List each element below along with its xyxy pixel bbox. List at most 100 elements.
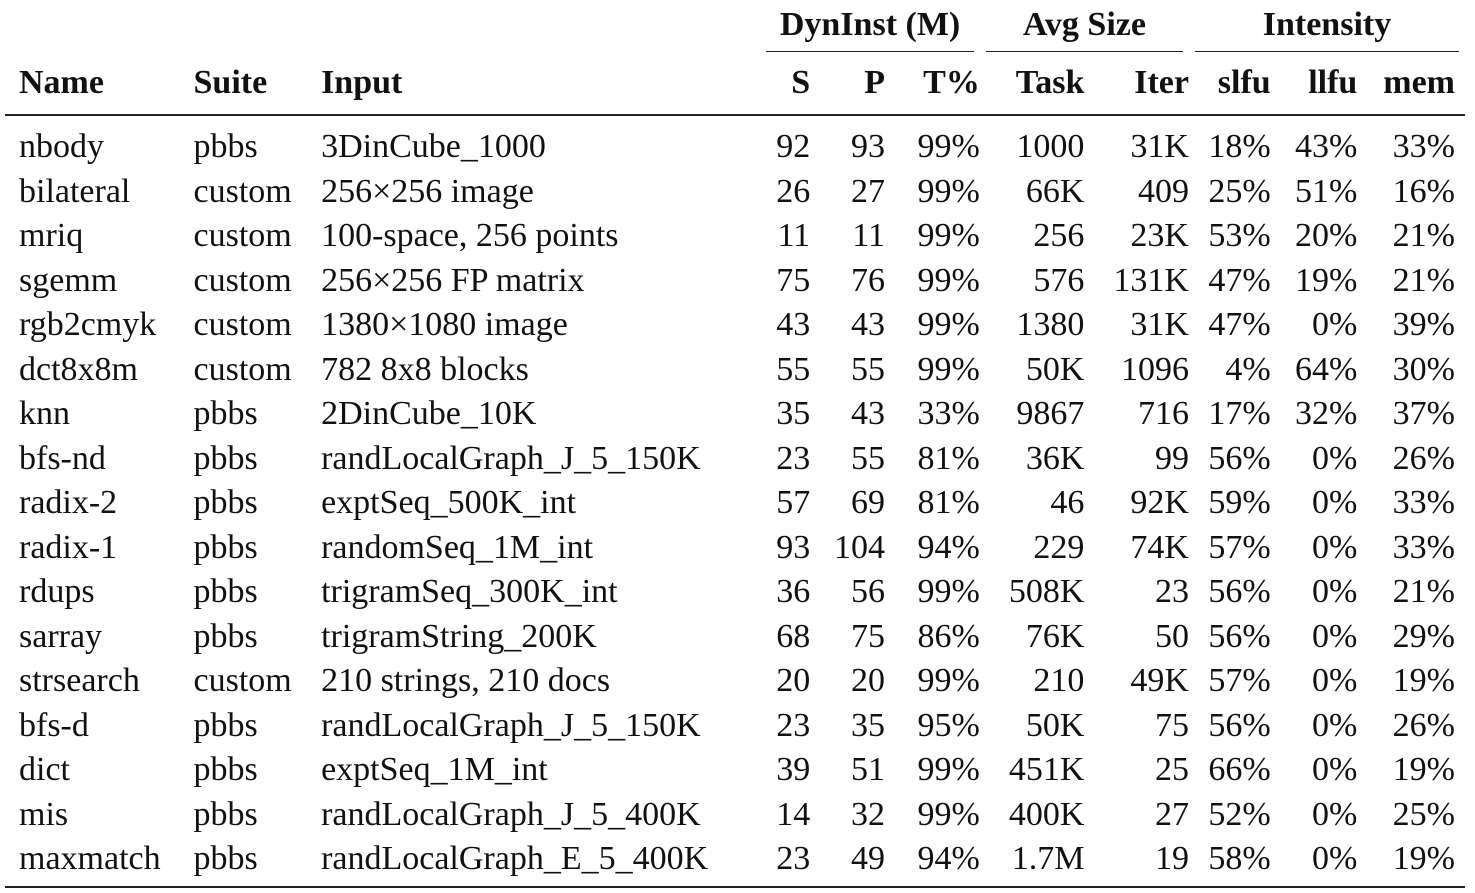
cell-p: 35 xyxy=(851,706,886,744)
cell-t-pct: 99% xyxy=(917,662,980,699)
cell-suite: pbbs xyxy=(193,484,258,521)
table-row: bilateral custom 256×256 image 26 27 99% 66K 40… xyxy=(5,170,1465,215)
cell-mem: 21% xyxy=(1392,217,1455,254)
cell-llfu: 0% xyxy=(1311,528,1358,566)
cell-name: mis xyxy=(19,795,69,833)
cell-s: 26 xyxy=(776,172,811,210)
cell-mem: 33% xyxy=(1392,128,1455,165)
cell-task: 50K xyxy=(1025,706,1085,744)
cell-input: 210 strings, 210 docs xyxy=(321,662,611,699)
benchmark-table: DynInst (M) Avg Size Intensity Name Suit… xyxy=(5,2,1465,888)
cell-s: 92 xyxy=(776,128,811,165)
cell-suite: pbbs xyxy=(193,617,258,655)
table-row: rgb2cmyk custom 1380×1080 image 43 43 99% 1380… xyxy=(5,303,1465,348)
cell-task: 1.7M xyxy=(979,837,1085,888)
cell-t-pct: 99% xyxy=(917,573,980,610)
cell-input: 256×256 FP matrix xyxy=(321,261,585,299)
cell-suite: custom xyxy=(193,261,292,299)
cell-suite: pbbs xyxy=(193,795,258,833)
table-row: radix-1 pbbs randomSeq_1M_int 93 104 94% 229 74… xyxy=(5,526,1465,571)
cell-t-pct: 99% xyxy=(917,172,980,210)
cell-name: strsearch xyxy=(19,662,140,699)
cell-s: 68 xyxy=(776,617,811,655)
cell-p: 56 xyxy=(851,573,886,610)
cell-name: radix-2 xyxy=(19,484,118,521)
column-header-s: S xyxy=(760,52,811,116)
cell-t-pct: 99% xyxy=(917,350,980,388)
cell-slfu: 56% xyxy=(1208,439,1271,477)
table-row: radix-2 pbbs exptSeq_500K_int 57 69 81% 46 92K 5… xyxy=(5,481,1465,526)
cell-slfu: 47% xyxy=(1208,306,1271,343)
cell-suite: pbbs xyxy=(193,751,258,788)
cell-llfu: 0% xyxy=(1270,837,1358,888)
cell-name: rgb2cmyk xyxy=(19,306,157,343)
column-header-row: Name Suite Input S P T% Task Iter slfu l… xyxy=(5,52,1465,116)
cell-p: 20 xyxy=(851,662,886,699)
cell-t-pct: 81% xyxy=(917,439,980,477)
cell-t-pct: 33% xyxy=(917,395,980,432)
cell-llfu: 32% xyxy=(1294,395,1358,432)
cell-p: 76 xyxy=(851,261,886,299)
cell-input: exptSeq_500K_int xyxy=(321,484,577,521)
cell-task: 210 xyxy=(1033,662,1085,699)
cell-p: 55 xyxy=(851,439,886,477)
cell-mem: 39% xyxy=(1392,306,1455,343)
group-header-avg-size: Avg Size xyxy=(980,2,1189,52)
column-header-task: Task xyxy=(979,52,1085,116)
cell-name: maxmatch xyxy=(5,837,194,888)
cell-slfu: 66% xyxy=(1208,751,1271,788)
column-header-mem: mem xyxy=(1357,52,1465,116)
cell-t-pct: 86% xyxy=(917,617,980,655)
column-header-suite: Suite xyxy=(193,52,322,116)
cell-task: 508K xyxy=(1008,573,1085,610)
table-row: sarray pbbs trigramString_200K 68 75 86% 76K 50… xyxy=(5,615,1465,660)
cell-input: 100-space, 256 points xyxy=(321,217,619,254)
cell-iter: 50 xyxy=(1154,617,1189,655)
table-row: rdups pbbs trigramSeq_300K_int 36 56 99% 508K 2… xyxy=(5,570,1465,615)
cell-p: 49 xyxy=(810,837,886,888)
cell-mem: 21% xyxy=(1392,261,1455,299)
cell-suite: custom xyxy=(193,172,292,210)
cell-task: 36K xyxy=(1025,439,1085,477)
cell-p: 55 xyxy=(851,350,886,388)
cell-input: randLocalGraph_J_5_400K xyxy=(321,795,701,833)
cell-mem: 29% xyxy=(1392,617,1455,655)
cell-llfu: 64% xyxy=(1294,350,1358,388)
cell-suite: pbbs xyxy=(193,837,322,888)
cell-llfu: 19% xyxy=(1294,261,1358,299)
column-header-input: Input xyxy=(321,52,761,116)
cell-llfu: 0% xyxy=(1311,662,1358,699)
cell-suite: custom xyxy=(193,662,292,699)
group-header-row: DynInst (M) Avg Size Intensity xyxy=(5,2,1465,52)
cell-iter: 31K xyxy=(1130,128,1189,165)
cell-mem: 16% xyxy=(1392,172,1455,210)
cell-iter: 716 xyxy=(1137,395,1189,432)
cell-task: 400K xyxy=(1008,795,1085,833)
cell-name: sarray xyxy=(19,617,103,655)
cell-llfu: 51% xyxy=(1294,172,1358,210)
cell-p: 69 xyxy=(851,484,886,521)
cell-t-pct: 99% xyxy=(917,306,980,343)
cell-llfu: 0% xyxy=(1311,573,1358,610)
cell-input: 782 8x8 blocks xyxy=(321,350,529,388)
table-row: sgemm custom 256×256 FP matrix 75 76 99% 576 13… xyxy=(5,259,1465,304)
cell-llfu: 0% xyxy=(1311,617,1358,655)
cell-suite: custom xyxy=(193,217,292,254)
cell-task: 76K xyxy=(1025,617,1085,655)
group-header-spacer xyxy=(5,2,760,52)
column-header-p: P xyxy=(810,52,886,116)
cell-s: 57 xyxy=(776,484,811,521)
cell-iter: 131K xyxy=(1113,261,1189,299)
cell-llfu: 0% xyxy=(1311,751,1358,788)
cell-s: 93 xyxy=(776,528,811,566)
cell-t-pct: 99% xyxy=(917,795,980,833)
cell-suite: custom xyxy=(193,350,292,388)
cell-slfu: 17% xyxy=(1208,395,1271,432)
cell-s: 23 xyxy=(776,439,811,477)
cell-task: 46 xyxy=(1050,484,1085,521)
cell-mem: 21% xyxy=(1392,573,1455,610)
table-row: maxmatch pbbs randLocalGraph_E_5_400K 23 49 9… xyxy=(5,837,1465,888)
cell-s: 36 xyxy=(776,573,811,610)
cell-s: 23 xyxy=(776,706,811,744)
cell-p: 11 xyxy=(852,217,886,254)
